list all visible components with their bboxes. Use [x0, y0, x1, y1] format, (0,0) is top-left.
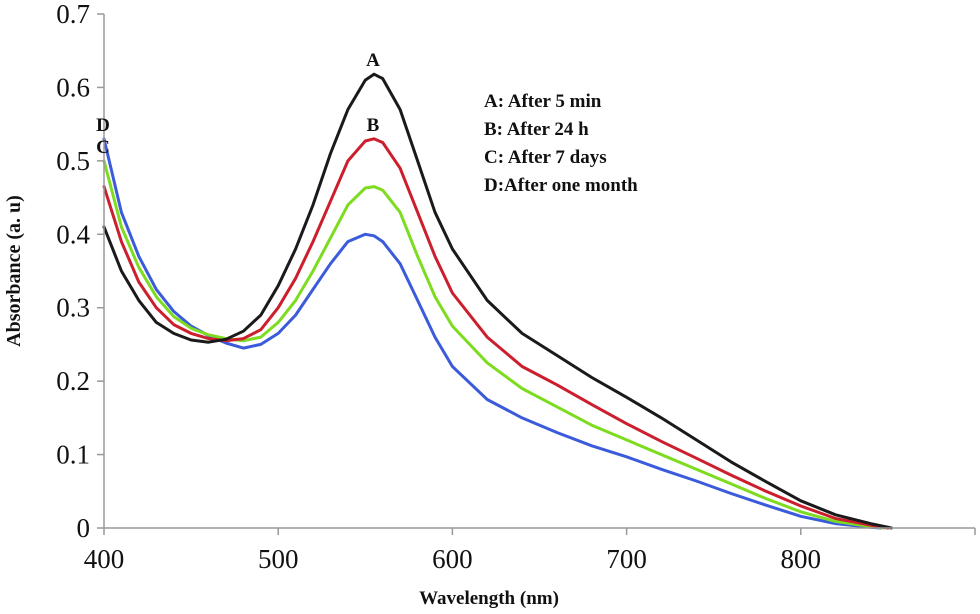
- peak-label-c: C: [96, 137, 110, 158]
- y-axis-ticks: 0 0.1 0.2 0.3 0.4 0.5 0.6 0.7: [56, 0, 104, 543]
- legend-entry-c: C: After 7 days: [484, 147, 607, 168]
- series-layer: [102, 72, 893, 530]
- y-tick-label: 0.5: [56, 146, 90, 176]
- y-tick-label: 0.6: [56, 72, 90, 102]
- series-line-b: [102, 137, 890, 530]
- series-line-a: [102, 72, 893, 530]
- y-tick-label: 0: [77, 513, 91, 543]
- y-tick-label: 0.7: [56, 0, 90, 29]
- peak-labels: A B CD: [96, 50, 380, 158]
- x-tick-label: 400: [84, 544, 125, 574]
- x-tick-label: 800: [781, 544, 822, 574]
- x-tick-label: 700: [606, 544, 647, 574]
- series-line-d: [102, 137, 883, 530]
- y-tick-label: 0.4: [56, 219, 90, 249]
- y-tick-label: 0.1: [56, 440, 90, 470]
- y-tick-label: 0.2: [56, 366, 90, 396]
- y-axis-title: Absorbance (a. u): [3, 195, 25, 347]
- x-axis-title: Wavelength (nm): [419, 588, 559, 609]
- x-axis-ticks: 400 500 600 700 800: [84, 528, 976, 574]
- y-tick-label: 0.3: [56, 293, 90, 323]
- peak-label-b: B: [367, 115, 380, 136]
- peak-label-d: D: [96, 115, 110, 136]
- legend-entry-b: B: After 24 h: [484, 119, 589, 140]
- x-tick-label: 500: [258, 544, 299, 574]
- plot-area: 0 0.1 0.2 0.3 0.4 0.5 0.6 0.7 400 500 600 700 800 A…: [56, 0, 976, 574]
- series-line-c: [102, 159, 886, 530]
- legend-entry-d: D:After one month: [484, 175, 638, 196]
- x-tick-label: 600: [432, 544, 473, 574]
- peak-label-a: A: [366, 50, 380, 71]
- legend: A: After 5 min B: After 24 h C: After 7 …: [484, 91, 638, 196]
- legend-entry-a: A: After 5 min: [484, 91, 602, 112]
